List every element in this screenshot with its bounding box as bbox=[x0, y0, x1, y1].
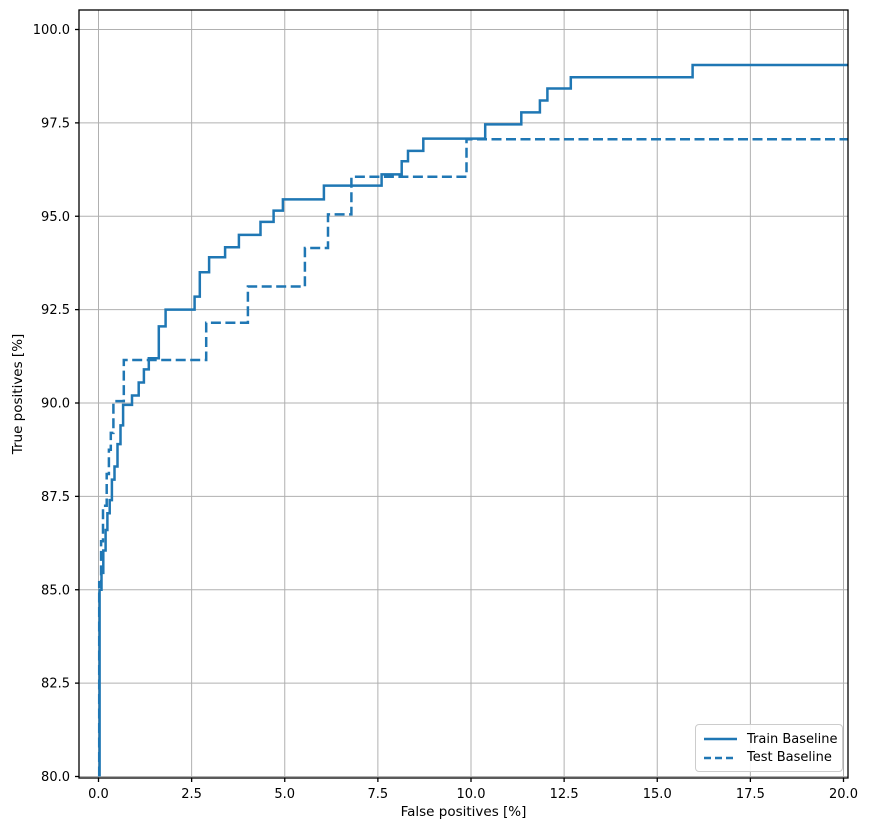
x-tick-label: 10.0 bbox=[457, 787, 486, 802]
x-tick-label: 2.5 bbox=[181, 787, 202, 802]
series-line-test-baseline bbox=[97, 138, 848, 777]
y-tick-label: 85.0 bbox=[41, 583, 70, 598]
x-axis-label: False positives [%] bbox=[400, 804, 527, 820]
x-tick-label: 15.0 bbox=[643, 787, 672, 802]
y-tick-label: 100.0 bbox=[33, 23, 70, 38]
x-tick-label: 0.0 bbox=[88, 787, 109, 802]
x-tick-label: 12.5 bbox=[550, 787, 579, 802]
legend-item-train: Train Baseline bbox=[704, 730, 838, 749]
x-tick-label: 5.0 bbox=[274, 787, 295, 802]
test-line-sample-icon bbox=[704, 756, 737, 760]
y-tick-label: 80.0 bbox=[41, 770, 70, 785]
legend-item-test: Test Baseline bbox=[704, 749, 834, 768]
legend: Train Baseline Test Baseline bbox=[695, 724, 843, 772]
train-line-sample-icon bbox=[704, 737, 737, 741]
y-axis-label: True positives [%] bbox=[10, 333, 26, 455]
x-tick-label: 20.0 bbox=[829, 787, 858, 802]
x-tick-label: 17.5 bbox=[736, 787, 765, 802]
y-tick-label: 92.5 bbox=[41, 303, 70, 318]
legend-label-test: Test Baseline bbox=[747, 750, 832, 766]
y-tick-label: 97.5 bbox=[41, 116, 70, 131]
series-line-train-baseline bbox=[98, 63, 848, 777]
x-tick-label: 7.5 bbox=[368, 787, 389, 802]
y-tick-label: 90.0 bbox=[41, 397, 70, 412]
y-tick-label: 87.5 bbox=[41, 490, 70, 505]
legend-label-train: Train Baseline bbox=[747, 731, 838, 747]
y-tick-label: 82.5 bbox=[41, 677, 70, 692]
plot-border bbox=[78, 9, 849, 779]
y-tick-label: 95.0 bbox=[41, 210, 70, 225]
